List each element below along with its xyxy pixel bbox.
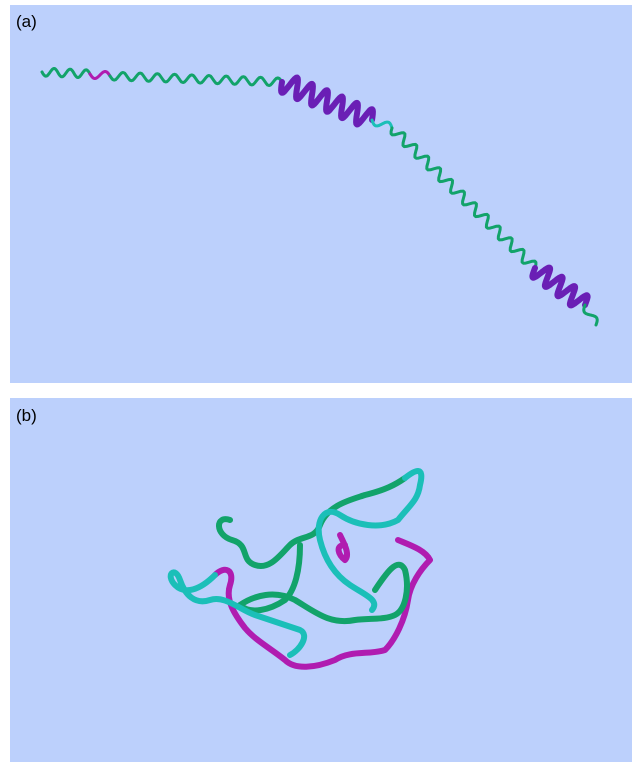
protein-b (167, 468, 433, 670)
coil (88, 70, 112, 80)
coil (40, 67, 92, 79)
panel-label: (a) (16, 12, 37, 31)
panel-a-background (10, 5, 632, 383)
panel-label: (b) (16, 406, 37, 425)
coil (370, 118, 394, 130)
helix (278, 74, 376, 128)
coil (237, 542, 410, 625)
coil (108, 71, 284, 87)
coil (167, 569, 308, 658)
panel-b-background (10, 398, 632, 762)
coil (212, 537, 433, 670)
coil (216, 475, 408, 569)
coil (389, 126, 538, 270)
helix (529, 264, 591, 309)
coil (335, 532, 351, 563)
coil (582, 303, 599, 327)
protein-a (40, 67, 599, 327)
coil (315, 468, 425, 613)
